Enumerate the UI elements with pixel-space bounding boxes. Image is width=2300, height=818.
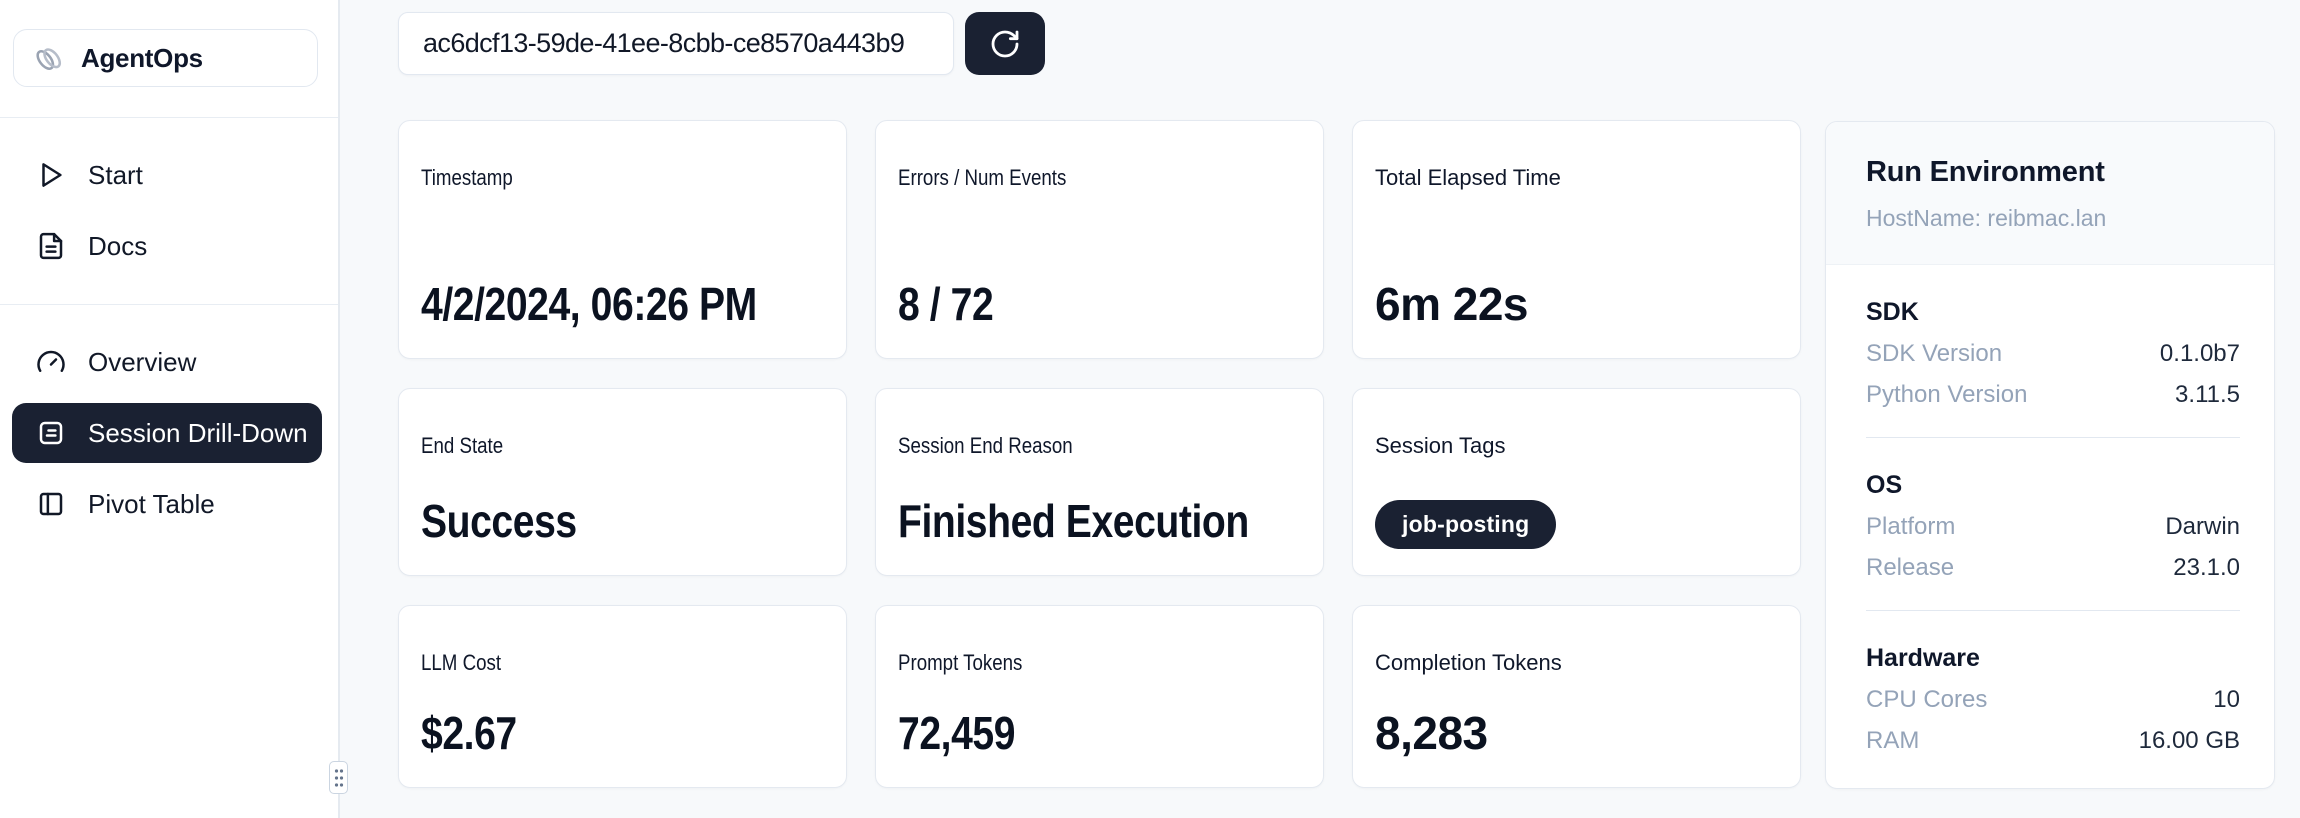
sidebar-divider [0,304,338,305]
sidebar-item-pivot-table[interactable]: Pivot Table [12,474,322,534]
env-row-value: 10 [2213,686,2240,713]
logo-text: AgentOps [81,42,203,73]
stat-label: Completion Tokens [1375,650,1562,675]
agentops-logo[interactable]: AgentOps [13,29,318,87]
env-row: Platform Darwin [1866,513,2240,541]
stat-card-llm-cost: LLM Cost $2.67 [398,605,847,788]
grip-dots-icon [334,768,343,787]
sidebar-item-docs[interactable]: Docs [12,216,322,276]
sidebar-item-overview[interactable]: Overview [12,332,322,392]
sidebar-item-start[interactable]: Start [12,145,322,205]
stat-value: Finished Execution [898,495,1249,548]
env-row-value: 0.1.0b7 [2159,340,2240,367]
stat-card-session-end-reason: Session End Reason Finished Execution [875,388,1324,576]
refresh-button[interactable] [965,12,1045,75]
env-row: CPU Cores 10 [1866,686,2240,714]
stat-value: 8 / 72 [898,278,994,331]
sidebar-item-label: Docs [88,230,148,261]
sidebar-nav-top: Start Docs [0,118,338,276]
session-list-icon [39,421,63,445]
stat-card-errors-num-events: Errors / Num Events 8 / 72 [875,120,1324,359]
env-row-value: 3.11.5 [2175,381,2240,408]
stat-value: $2.67 [421,707,517,760]
stat-label: Session Tags [1375,433,1506,458]
env-row-value: 16.00 GB [2138,727,2240,754]
stat-value: Success [421,495,577,548]
env-row-value: Darwin [2165,513,2240,540]
stat-label: Session End Reason [898,433,1073,458]
section-heading-hardware: Hardware [1866,644,1980,672]
stat-label: Total Elapsed Time [1375,165,1561,190]
stat-card-session-tags: Session Tags job-posting [1352,388,1801,576]
stat-value: 6m 22s [1375,278,1529,331]
sidebar: AgentOps Start Docs Overview Session Dri… [0,0,340,818]
run-environment-panel: Run Environment HostName: reibmac.lan SD… [1825,121,2275,789]
stat-label: LLM Cost [421,650,502,675]
panel-left-icon [39,492,63,516]
stat-label: End State [421,433,504,458]
stat-label: Errors / Num Events [898,165,1067,190]
sidebar-nav-main: Overview Session Drill-Down Pivot Table [0,305,338,534]
env-row: RAM 16.00 GB [1866,727,2240,755]
env-row-value: 23.1.0 [2173,554,2240,581]
hostname-text: HostName: reibmac.lan [1866,205,2107,231]
env-row: Python Version 3.11.5 [1866,381,2240,409]
stat-card-total-elapsed-time: Total Elapsed Time 6m 22s [1352,120,1801,359]
env-row: Release 23.1.0 [1866,554,2240,582]
sidebar-item-label: Start [88,159,143,190]
sidebar-item-session-drill-down[interactable]: Session Drill-Down [12,403,322,463]
sidebar-item-label: Session Drill-Down [88,417,308,448]
session-id-input[interactable] [398,12,954,75]
sidebar-divider [0,117,338,118]
run-environment-title: Run Environment [1866,156,2105,188]
stat-card-prompt-tokens: Prompt Tokens 72,459 [875,605,1324,788]
section-divider [1866,437,2240,438]
stat-card-timestamp: Timestamp 4/2/2024, 06:26 PM [398,120,847,359]
run-environment-body: SDK SDK Version 0.1.0b7 Python Version 3… [1826,298,2274,755]
env-row-label: Platform [1866,513,1956,540]
sidebar-resize-handle[interactable] [329,761,348,794]
stat-value: 8,283 [1375,707,1488,760]
stats-grid: Timestamp 4/2/2024, 06:26 PM Errors / Nu… [398,120,1801,788]
env-row-label: SDK Version [1866,340,2003,367]
run-environment-header: Run Environment HostName: reibmac.lan [1826,122,2274,265]
session-tag-badge: job-posting [1375,500,1557,549]
section-heading-os: OS [1866,471,1903,499]
stat-value: 72,459 [898,707,1016,760]
env-row-label: CPU Cores [1866,686,1988,713]
env-row-label: RAM [1866,727,1920,754]
play-icon [42,163,62,187]
stat-value: 4/2/2024, 06:26 PM [421,278,757,331]
stat-label: Timestamp [421,165,513,190]
stat-card-completion-tokens: Completion Tokens 8,283 [1352,605,1801,788]
gauge-icon [37,350,65,372]
env-row-label: Python Version [1866,381,2028,408]
agentops-logo-icon [32,41,66,75]
env-row-label: Release [1866,554,1955,581]
section-divider [1866,610,2240,611]
docs-icon [39,232,63,260]
stat-label: Prompt Tokens [898,650,1023,675]
section-heading-sdk: SDK [1866,298,1919,326]
sidebar-item-label: Pivot Table [88,488,215,519]
stat-card-end-state: End State Success [398,388,847,576]
sidebar-item-label: Overview [88,346,197,377]
refresh-icon [991,30,1019,57]
env-row: SDK Version 0.1.0b7 [1866,340,2240,368]
